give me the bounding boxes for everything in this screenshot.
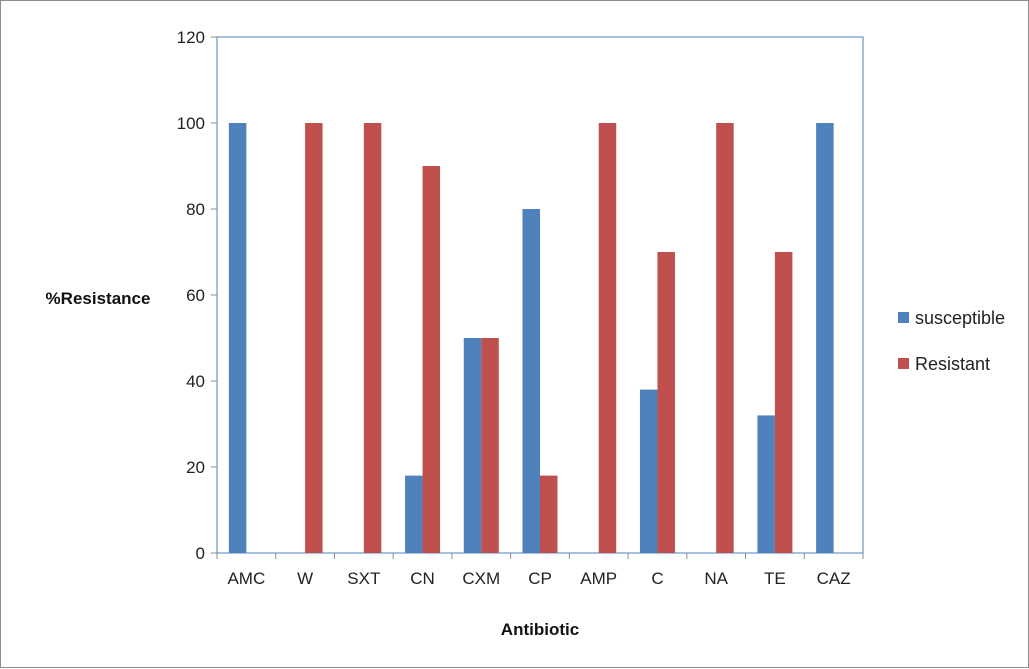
x-tick-label: AMP	[580, 569, 617, 588]
legend-swatch-resistant	[898, 358, 909, 369]
bar-resistant-cp	[540, 475, 558, 553]
x-tick-label: TE	[764, 569, 786, 588]
bar-susceptible-te	[757, 415, 775, 553]
bar-resistant-te	[774, 252, 793, 553]
y-tick-label: 20	[186, 458, 205, 477]
x-tick-label: AMC	[227, 569, 265, 588]
x-tick-label: CAZ	[817, 569, 851, 588]
y-tick-label: 0	[196, 544, 205, 563]
bar-susceptible-cxm	[463, 338, 482, 553]
y-tick-label: 40	[186, 372, 205, 391]
x-tick-label: C	[651, 569, 663, 588]
bar-susceptible-c	[639, 389, 658, 553]
legend: susceptible Resistant	[898, 308, 1005, 374]
x-tick-label: SXT	[347, 569, 380, 588]
x-tick-label: W	[297, 569, 313, 588]
x-tick-label: CXM	[462, 569, 500, 588]
legend-swatch-susceptible	[898, 312, 909, 323]
x-tick-label: CN	[410, 569, 435, 588]
bar-resistant-c	[657, 252, 675, 553]
bar-resistant-cxm	[481, 338, 499, 553]
y-axis-title: %Resistance	[46, 289, 151, 308]
bar-susceptible-cp	[522, 209, 540, 553]
legend-label-susceptible: susceptible	[915, 308, 1005, 328]
bar-susceptible-caz	[816, 123, 834, 553]
legend-label-resistant: Resistant	[915, 354, 990, 374]
bar-resistant-w	[305, 123, 323, 553]
y-tick-label: 100	[177, 114, 205, 133]
bar-susceptible-cn	[405, 475, 423, 553]
bar-susceptible-amc	[228, 123, 247, 553]
y-tick-label: 80	[186, 200, 205, 219]
x-tick-label: NA	[704, 569, 728, 588]
y-tick-label: 120	[177, 28, 205, 47]
x-tick-label: CP	[528, 569, 552, 588]
bar-resistant-na	[716, 123, 734, 553]
bar-resistant-sxt	[363, 123, 382, 553]
bar-resistant-cn	[422, 166, 441, 553]
y-tick-label: 60	[186, 286, 205, 305]
bar-resistant-amp	[598, 123, 617, 553]
x-axis-title: Antibiotic	[501, 620, 579, 639]
